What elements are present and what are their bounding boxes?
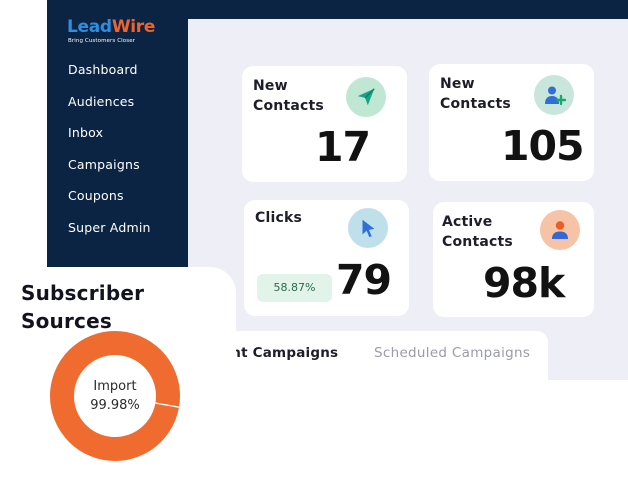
- user-icon: [540, 210, 580, 250]
- logo-tagline: Bring Customers Closer: [68, 38, 136, 44]
- stat-label: Clicks: [255, 210, 303, 226]
- sidebar-item-campaigns[interactable]: Campaigns: [68, 156, 140, 172]
- subscriber-sources-title: Subscriber Sources: [21, 281, 145, 333]
- sidebar-item-inbox[interactable]: Inbox: [68, 125, 104, 140]
- stat-label: New Contacts: [253, 78, 324, 114]
- subscriber-sources-donut: [50, 331, 180, 461]
- donut-segment-percent: 99.98%: [90, 398, 140, 413]
- logo-lead: Lead: [67, 17, 112, 37]
- donut-center-label: Import 99.98%: [50, 331, 180, 461]
- stat-value: 79: [336, 256, 392, 304]
- donut-segment-divider: [155, 402, 180, 408]
- top-bar: [47, 0, 628, 19]
- sidebar-item-dashboard[interactable]: Dashboard: [68, 62, 138, 77]
- stat-card-clicks[interactable]: Clicks 58.87% 79: [244, 200, 409, 316]
- stat-value: 98k: [483, 259, 565, 307]
- stat-card-new-contacts[interactable]: New Contacts 17: [242, 66, 407, 182]
- add-user-icon: [534, 75, 574, 115]
- clicks-rate-badge: 58.87%: [257, 274, 332, 302]
- stat-value: 105: [501, 122, 585, 170]
- logo-wire: Wire: [111, 17, 156, 37]
- paper-plane-icon: [346, 77, 386, 117]
- stat-label: New Contacts: [440, 76, 511, 112]
- donut-segment-import[interactable]: [50, 331, 180, 461]
- subscriber-sources-card: Subscriber Sources Import 99.98%: [0, 267, 236, 503]
- stat-value: 17: [315, 123, 371, 171]
- sidebar-nav: Dashboard Audiences Inbox Campaigns Coup…: [68, 60, 151, 249]
- leadwire-logo[interactable]: LeadWire Bring Customers Closer: [67, 17, 167, 45]
- tab-sent-campaigns[interactable]: Sent Campaigns: [212, 345, 339, 361]
- logo-wordmark: LeadWire: [67, 17, 167, 37]
- sidebar-item-super-admin[interactable]: Super Admin: [68, 219, 151, 235]
- stat-card-new-contacts-total[interactable]: New Contacts 105: [429, 64, 594, 181]
- page-background: [236, 381, 628, 503]
- donut-segment-name: Import: [93, 379, 137, 394]
- cursor-icon: [348, 208, 388, 248]
- sidebar-item-audiences[interactable]: Audiences: [68, 93, 135, 109]
- stat-card-active-contacts[interactable]: Active Contacts 98k: [433, 202, 594, 317]
- stat-label: Active Contacts: [442, 214, 513, 250]
- tab-scheduled-campaigns[interactable]: Scheduled Campaigns: [374, 345, 531, 361]
- sidebar-item-coupons[interactable]: Coupons: [68, 188, 124, 203]
